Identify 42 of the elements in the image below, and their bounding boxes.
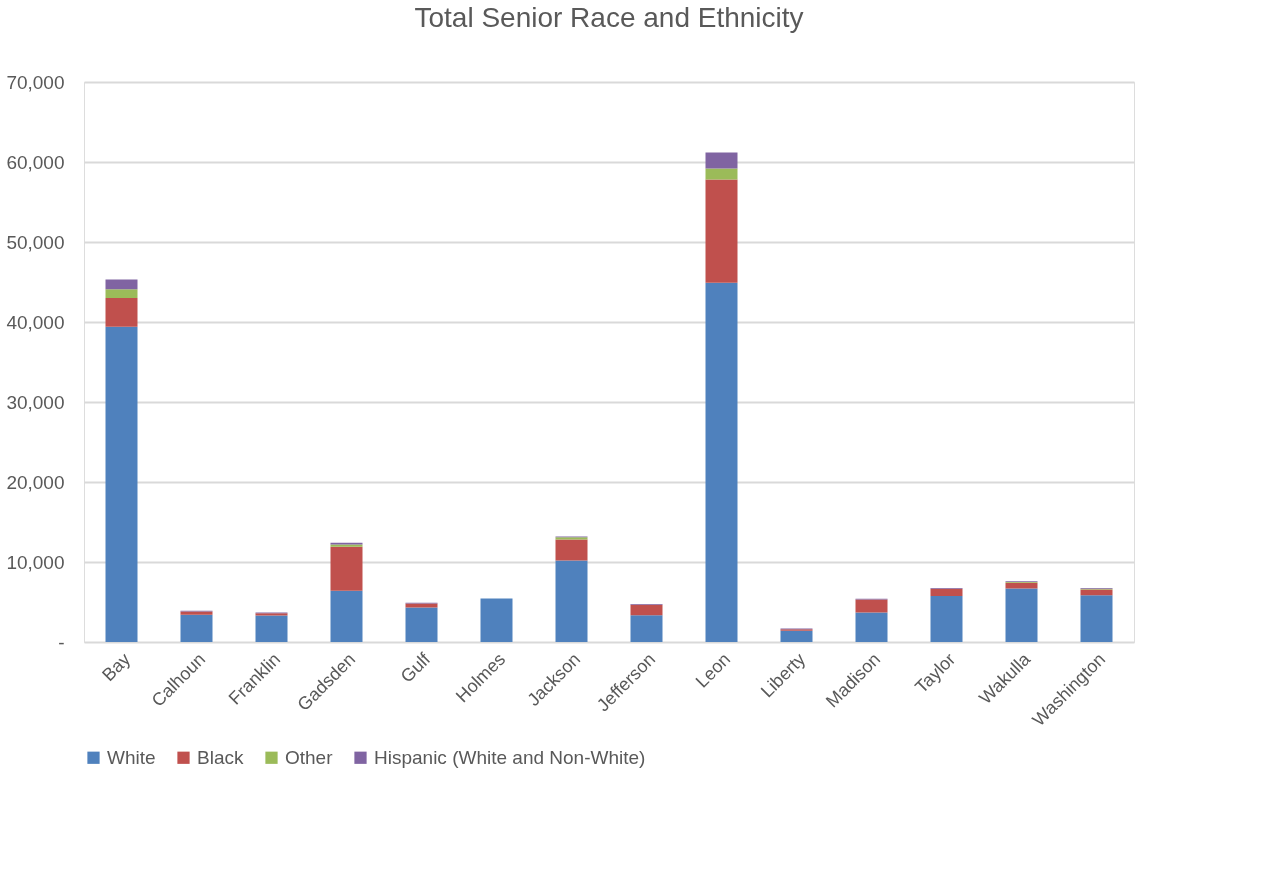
bar: [705, 152, 738, 169]
bar: [705, 179, 738, 283]
bar: [630, 604, 663, 616]
bar: [105, 279, 138, 290]
bar: [555, 539, 588, 561]
bar: [105, 289, 138, 298]
x-tick-label: Gulf: [396, 648, 435, 687]
bar: [480, 598, 513, 642]
y-tick-label: 70,000: [6, 71, 65, 93]
bar: [780, 630, 813, 642]
legend-label: Black: [197, 746, 244, 768]
bar: [255, 615, 288, 642]
bar: [555, 560, 588, 642]
chart-title: Total Senior Race and Ethnicity: [414, 2, 804, 33]
y-tick-label: 30,000: [6, 391, 65, 413]
y-tick-label: 20,000: [6, 471, 65, 493]
y-tick-label: -: [58, 631, 65, 653]
bar: [180, 614, 213, 642]
legend-label: Hispanic (White and Non-White): [374, 746, 646, 768]
y-tick-label: 40,000: [6, 311, 65, 333]
bar: [705, 282, 738, 642]
x-tick-label: Bay: [98, 649, 135, 686]
bar: [930, 596, 963, 642]
bar: [855, 612, 888, 642]
bar: [330, 546, 363, 591]
bar: [105, 298, 138, 327]
bar: [930, 588, 963, 596]
bar: [630, 615, 663, 642]
legend-label: Other: [285, 746, 334, 768]
bar: [1080, 595, 1113, 642]
bar: [405, 607, 438, 642]
legend-label: White: [107, 746, 156, 768]
bar: [105, 326, 138, 642]
bar: [405, 603, 438, 608]
y-tick-label: 10,000: [6, 551, 65, 573]
bar: [1005, 588, 1038, 642]
bar: [1005, 582, 1038, 589]
y-tick-label: 60,000: [6, 151, 65, 173]
bar: [330, 590, 363, 642]
bar: [855, 599, 888, 613]
bar: [705, 168, 738, 180]
y-tick-label: 50,000: [6, 231, 65, 253]
